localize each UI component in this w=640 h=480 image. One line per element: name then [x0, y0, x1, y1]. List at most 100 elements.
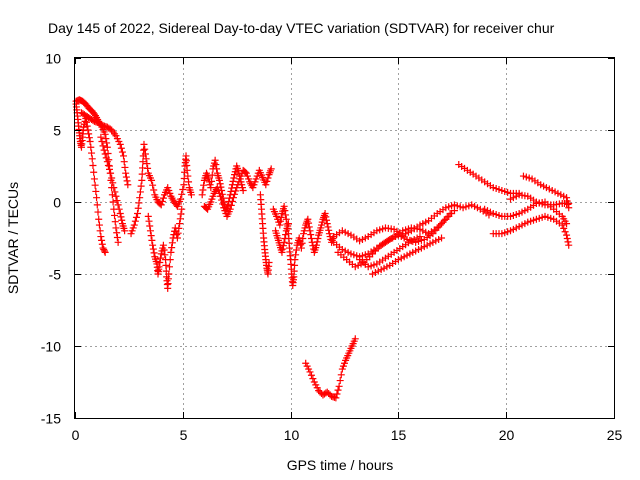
- data-point: [313, 238, 321, 246]
- data-point: [278, 248, 286, 256]
- series-arc-21: [519, 172, 573, 212]
- x-tick-label: 5: [180, 427, 188, 443]
- data-point: [558, 221, 566, 229]
- data-point: [323, 220, 331, 228]
- data-point: [149, 245, 157, 253]
- data-point: [138, 176, 146, 184]
- data-point: [118, 216, 126, 224]
- data-point: [95, 215, 103, 223]
- data-point: [102, 154, 110, 162]
- data-point: [446, 210, 454, 218]
- data-point: [166, 256, 174, 264]
- data-point: [416, 233, 424, 241]
- data-point: [173, 234, 181, 242]
- data-point: [265, 258, 273, 266]
- y-tick-label: 0: [53, 195, 61, 211]
- data-point: [108, 174, 116, 182]
- data-point: [176, 215, 184, 223]
- data-point: [87, 143, 95, 151]
- data-point: [176, 220, 184, 228]
- data-point: [112, 224, 120, 232]
- data-point: [146, 227, 154, 235]
- series-arc-20: [489, 212, 573, 249]
- data-point: [305, 223, 313, 231]
- data-point: [213, 165, 221, 173]
- data-point: [200, 181, 208, 189]
- data-point: [107, 169, 115, 177]
- data-point: [179, 186, 187, 194]
- data-point: [281, 207, 289, 215]
- data-point: [282, 211, 290, 219]
- data-point: [239, 186, 247, 194]
- data-point: [187, 191, 195, 199]
- data-point: [322, 213, 330, 221]
- data-point: [229, 194, 237, 202]
- axis-ticks: [75, 58, 615, 419]
- data-point: [314, 234, 322, 242]
- series-arc-3: [77, 109, 132, 189]
- data-point: [168, 239, 176, 247]
- data-point: [564, 238, 572, 246]
- data-point: [560, 224, 568, 232]
- data-point: [120, 152, 128, 160]
- data-point: [135, 199, 143, 207]
- data-point: [109, 198, 117, 206]
- data-point: [149, 181, 157, 189]
- data-point: [217, 192, 225, 200]
- data-point: [104, 162, 112, 170]
- data-point: [138, 170, 146, 178]
- data-point: [216, 180, 224, 188]
- data-point: [93, 194, 101, 202]
- data-point: [174, 229, 182, 237]
- data-point: [304, 215, 312, 223]
- data-point: [309, 375, 317, 383]
- data-point: [351, 335, 359, 343]
- data-point: [110, 184, 118, 192]
- data-point: [89, 162, 97, 170]
- data-point: [157, 201, 165, 209]
- y-tick-label: 10: [45, 51, 61, 67]
- data-point: [117, 213, 125, 221]
- data-point: [199, 186, 207, 194]
- data-point: [155, 263, 163, 271]
- data-point: [321, 210, 329, 218]
- data-point: [101, 130, 109, 138]
- data-point: [161, 251, 169, 259]
- data-markers: [72, 96, 573, 402]
- data-point: [264, 174, 272, 182]
- data-point: [564, 200, 572, 208]
- data-point: [120, 158, 128, 166]
- data-point: [337, 371, 345, 379]
- data-point: [136, 188, 144, 196]
- data-point: [113, 197, 121, 205]
- data-point: [83, 122, 91, 130]
- data-point: [105, 165, 113, 173]
- data-point: [168, 244, 176, 252]
- data-point: [173, 231, 181, 239]
- data-point: [227, 201, 235, 209]
- data-point: [124, 181, 132, 189]
- data-point: [228, 198, 236, 206]
- data-point: [101, 248, 109, 256]
- data-point: [565, 241, 573, 249]
- data-point: [281, 234, 289, 242]
- data-point: [109, 179, 117, 187]
- data-point: [166, 263, 174, 271]
- data-point: [94, 208, 102, 216]
- data-point: [336, 377, 344, 385]
- data-point: [156, 258, 164, 266]
- data-point: [123, 177, 131, 185]
- data-point: [450, 207, 458, 215]
- data-point: [299, 234, 307, 242]
- data-point: [306, 227, 314, 235]
- series-arc-9: [256, 191, 273, 278]
- data-point: [140, 140, 148, 148]
- data-point: [211, 156, 219, 164]
- data-point: [85, 130, 93, 138]
- data-point: [333, 390, 341, 398]
- data-point: [134, 204, 142, 212]
- series-arc-10: [269, 202, 338, 290]
- data-point: [150, 249, 158, 257]
- data-point: [263, 177, 271, 185]
- data-point: [82, 118, 90, 126]
